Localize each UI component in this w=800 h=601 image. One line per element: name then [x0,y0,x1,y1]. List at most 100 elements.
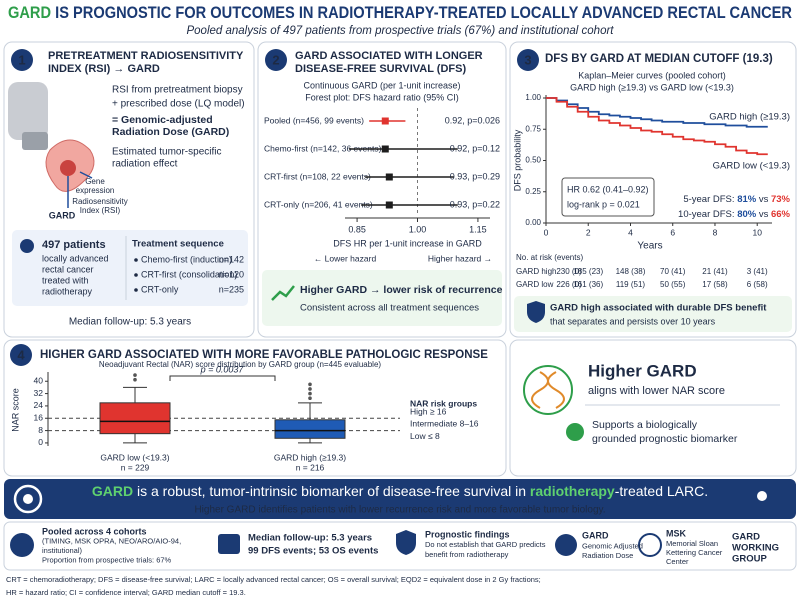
sequence-name: CRT-first (consolidation) [141,269,237,279]
footer-text: Do not establish that GARD predicts [425,540,546,549]
bracket [169,375,276,381]
km-curve [546,97,768,156]
x-tick-label: 1.00 [409,224,427,234]
x-tick-label: 2 [586,227,591,237]
outlier [133,377,137,382]
y-tick-label: 32 [34,388,44,398]
annotation: p = 0.0037 [200,364,245,374]
y-tick-label: 40 [34,376,44,386]
dfs-summary-part: 81% [737,194,757,205]
sequence-n: n=235 [219,284,244,294]
footer-text: 99 DFS events; 53 OS events [248,546,378,557]
cohort-desc: radiotherapy [42,286,93,296]
subtitle: Pooled analysis of 497 patients from pro… [186,25,614,37]
diagram-label: Gene [85,177,105,186]
footer-text: (TIMING, MSK OPRA, NEO/ARO/AIO-94, [42,536,181,545]
msk-logo [638,533,662,557]
footnote: HR = hazard ratio; CI = confidence inter… [6,588,246,597]
y-tick-label: 0 [38,437,43,447]
callout-box [514,296,792,332]
risk-value: 119 (51) [616,280,646,289]
panel-subtitle: Neoadjuvant Rectal (NAR) score distribut… [99,360,381,369]
callout: that separates and persists over 10 year… [550,316,716,326]
machine-head [22,132,48,150]
risk-value: 185 (23) [573,267,603,276]
x-axis-label: DFS HR per 1-unit increase in GARD [333,238,482,248]
row-label: CRT-only (n=206, 41 events) [264,199,373,209]
banner-text-part: -treated LARC. [615,483,708,499]
cohort-desc: treated with [42,275,89,285]
stats-box [561,177,655,217]
dfs-summary-part: 80% [737,209,757,220]
dfs-summary-part: 66% [771,209,791,220]
lower-label: ← Lower hazard [314,253,377,263]
outlier [308,396,312,401]
row-label: Chemo-first (n=142, 36 events) [264,143,382,153]
bullet [134,273,138,277]
box [274,419,346,439]
calendar-icon [218,534,240,554]
panel-number: 3 [524,52,531,67]
legend-entry: GARD low (<19.3) [713,161,790,172]
risk-value: 50 (55) [660,280,686,289]
note: radiation effect [112,159,178,170]
point-estimate [381,145,389,153]
risk-row-name: GARD high [516,267,556,276]
footer-text: Genomic Adjusted [582,541,643,550]
footer-head: MSK [666,528,687,538]
outlier [308,382,312,387]
y-tick-label: 24 [34,400,44,410]
footer-group: GROUP [732,554,768,565]
callout-box [262,270,502,326]
group-label: Low ≤ 8 [410,431,440,441]
risk-value: 21 (41) [702,267,728,276]
dfs-summary-part: 5-year DFS: [683,194,737,205]
risk-value: 3 (41) [747,267,768,276]
value-label: 0.92, p=0.026 [445,115,500,125]
dfs-summary-part: 73% [771,194,791,205]
panel-title: DISEASE-FREE SURVIVAL (DFS) [295,63,466,75]
legend-entry: GARD high (≥19.3) [709,112,790,123]
panel-number: 4 [17,347,25,362]
higher-label: Higher hazard → [428,253,492,263]
step: + prescribed dose (LQ model) [112,99,245,110]
footer-group: GARD [732,532,760,543]
y-tick-label: 1.00 [525,93,541,102]
shield-icon [396,530,416,555]
outlier [308,391,312,396]
value-label: 0.93, p=0.29 [450,171,500,181]
tumor [60,160,76,176]
value-label: 0.93, p=0.22 [450,199,500,209]
category-label: GARD high (≥19.3) [274,452,346,462]
title-part: GARD [8,3,51,22]
target-icon [13,484,43,514]
y-tick-label: 0.25 [525,187,541,196]
diagram-label: GARD [49,210,76,220]
bullet [134,288,138,292]
n-label: n = 216 [296,462,325,472]
callout: Higher GARD → lower risk of recurrence [300,284,503,296]
y-tick-label: 0.00 [525,218,541,227]
cohort-desc: locally advanced [42,253,109,263]
footer-text: Kettering Cancer [666,548,723,557]
footer-text: benefit from radiotherapy [425,550,509,559]
y-tick-label: 16 [34,413,44,423]
sequence-name: Chemo-first (induction) [141,254,232,264]
x-tick-label: 0 [544,227,549,237]
panel-2 [257,41,507,338]
risk-value: 70 (41) [660,267,686,276]
point-estimate [381,117,389,125]
value-label: 0.92, p=0.12 [450,143,500,153]
y-tick-label: 0.50 [525,156,541,165]
footer-head: GARD [582,530,609,540]
banner-subline: Higher GARD identifies patients with low… [194,505,605,516]
sequence-n: n=142 [219,254,244,264]
outlier [133,373,137,377]
footer-text: Proportion from prospective trials: 67% [42,555,172,564]
shield-icon [527,301,545,323]
people-icon [757,491,767,501]
y-tick-label: 8 [38,425,43,435]
dna-icon [523,365,573,415]
footer-text: Memorial Sloan [666,539,718,548]
